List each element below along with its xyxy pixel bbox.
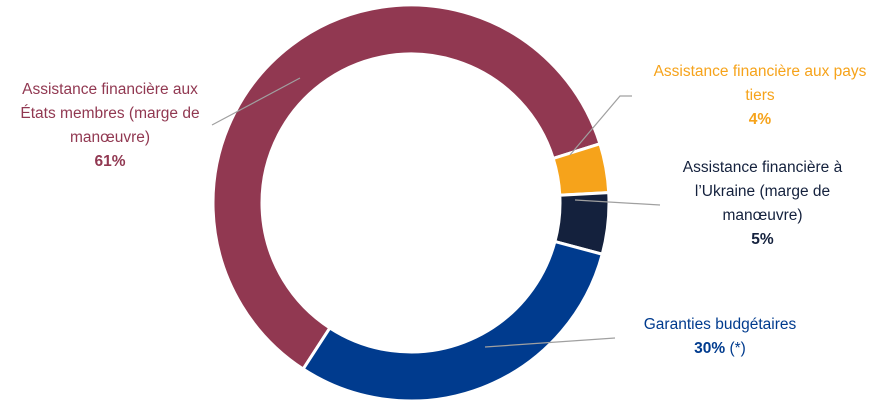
slice-label: Assistance financière aux pays tiers 4% <box>640 60 880 132</box>
leader-line <box>484 337 616 348</box>
slice-label: Garanties budgétaires 30% (*) <box>600 313 840 361</box>
category-label: Garanties budgétaires <box>643 316 797 333</box>
category-label: Assistance financière à l’Ukraine (marge… <box>682 159 843 224</box>
category-label: Assistance financière aux États membres … <box>20 81 200 146</box>
value-label: 30% <box>694 340 726 357</box>
note: (*) <box>729 340 746 357</box>
slice-label: Assistance financière à l’Ukraine (marge… <box>655 156 870 252</box>
donut-segment <box>211 3 602 372</box>
category-label: Assistance financière aux pays tiers <box>653 63 867 104</box>
donut-segment <box>301 239 605 403</box>
value-label: 5% <box>751 231 774 248</box>
value-label: 61% <box>94 153 126 170</box>
slice-label: Assistance financière aux États membres … <box>5 78 215 174</box>
leader-line <box>211 77 301 126</box>
leader-line <box>574 199 661 206</box>
leader-line <box>569 95 632 156</box>
value-label: 4% <box>748 111 772 128</box>
